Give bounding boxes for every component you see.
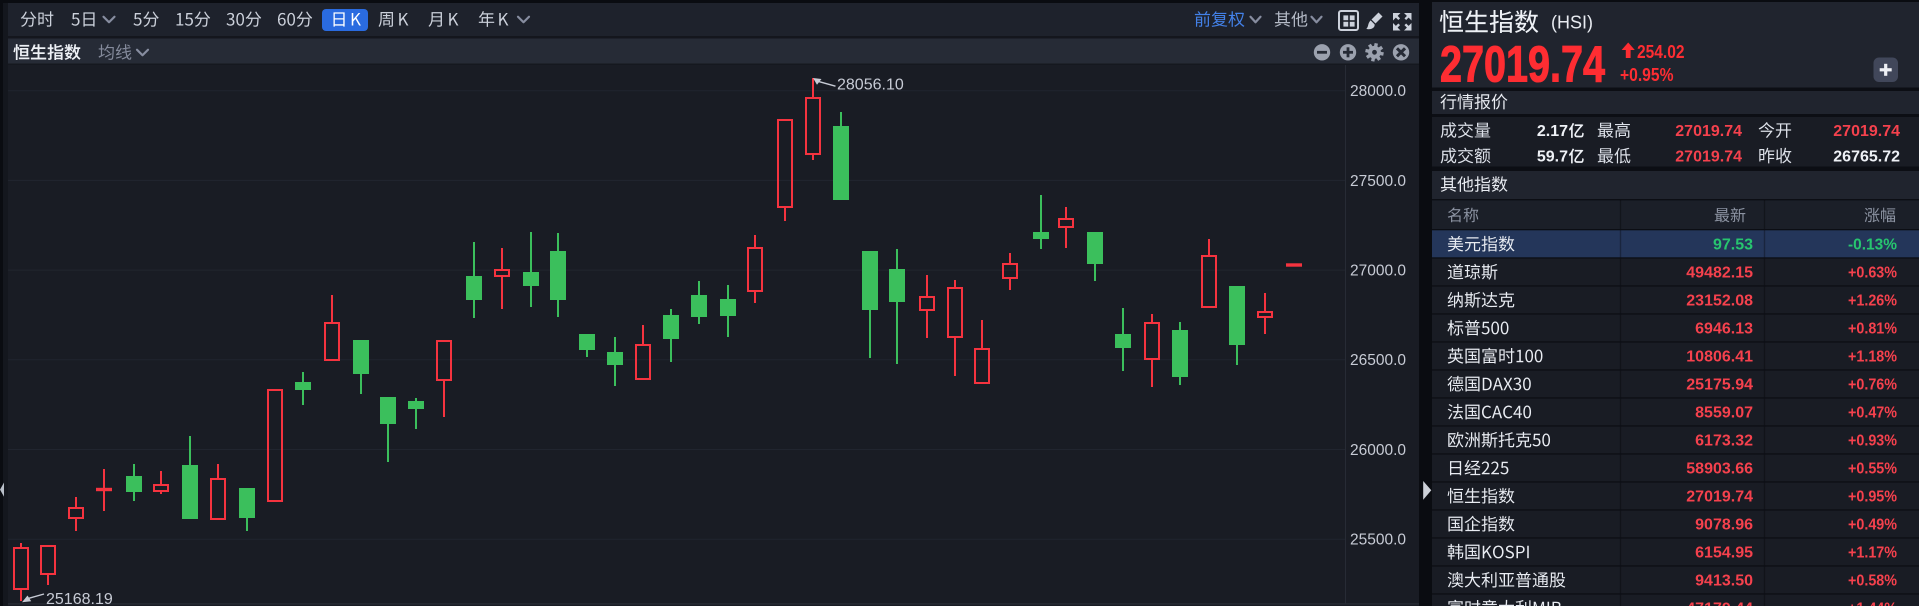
svg-text:47179.44: 47179.44 [1686, 601, 1753, 606]
svg-text:+0.58%: +0.58% [1848, 573, 1897, 590]
svg-text:25500.0: 25500.0 [1350, 532, 1406, 549]
svg-text:28056.10: 28056.10 [837, 77, 904, 94]
svg-text:26000.0: 26000.0 [1350, 442, 1406, 459]
svg-text:+1.26%: +1.26% [1848, 293, 1897, 310]
svg-text:6154.95: 6154.95 [1695, 545, 1753, 562]
svg-text:58903.66: 58903.66 [1686, 461, 1753, 478]
svg-text:+0.49%: +0.49% [1848, 517, 1897, 534]
svg-text:27019.74: 27019.74 [1686, 489, 1753, 506]
svg-text:59.7: 59.7 [1537, 149, 1568, 166]
svg-text:+0.95%: +0.95% [1620, 65, 1674, 85]
svg-text:8559.07: 8559.07 [1695, 405, 1753, 422]
svg-text:(HSI): (HSI) [1551, 13, 1593, 33]
svg-text:28000.0: 28000.0 [1350, 83, 1406, 100]
svg-text:+1.17%: +1.17% [1848, 545, 1897, 562]
svg-text:23152.08: 23152.08 [1686, 293, 1753, 310]
svg-text:+0.47%: +0.47% [1848, 405, 1897, 422]
svg-text:+0.63%: +0.63% [1848, 265, 1897, 282]
svg-text:6173.32: 6173.32 [1695, 433, 1753, 450]
svg-text:25168.19: 25168.19 [46, 591, 113, 606]
svg-text:10806.41: 10806.41 [1686, 349, 1753, 366]
svg-text:+0.81%: +0.81% [1848, 321, 1897, 338]
svg-text:27019.74: 27019.74 [1675, 149, 1742, 166]
svg-text:27019.74: 27019.74 [1833, 123, 1900, 140]
svg-text:6946.13: 6946.13 [1695, 321, 1753, 338]
svg-text:+1.18%: +1.18% [1848, 349, 1897, 366]
svg-text:+0.95%: +0.95% [1848, 489, 1897, 506]
svg-text:27019.74: 27019.74 [1440, 36, 1605, 93]
svg-text:+0.76%: +0.76% [1848, 377, 1897, 394]
svg-text:26500.0: 26500.0 [1350, 352, 1406, 369]
svg-text:27000.0: 27000.0 [1350, 263, 1406, 280]
svg-text:+0.55%: +0.55% [1848, 461, 1897, 478]
svg-text:49482.15: 49482.15 [1686, 265, 1753, 282]
svg-text:25175.94: 25175.94 [1686, 377, 1753, 394]
svg-text:26765.72: 26765.72 [1833, 149, 1900, 166]
svg-text:2.17: 2.17 [1537, 123, 1568, 140]
svg-text:254.02: 254.02 [1637, 42, 1685, 62]
svg-text:-0.13%: -0.13% [1848, 237, 1897, 254]
svg-text:9413.50: 9413.50 [1695, 573, 1753, 590]
svg-text:9078.96: 9078.96 [1695, 517, 1753, 534]
svg-text:27500.0: 27500.0 [1350, 173, 1406, 190]
svg-text:97.53: 97.53 [1713, 237, 1753, 254]
svg-text:+1.44%: +1.44% [1848, 601, 1897, 606]
svg-text:27019.74: 27019.74 [1675, 123, 1742, 140]
svg-text:+0.93%: +0.93% [1848, 433, 1897, 450]
